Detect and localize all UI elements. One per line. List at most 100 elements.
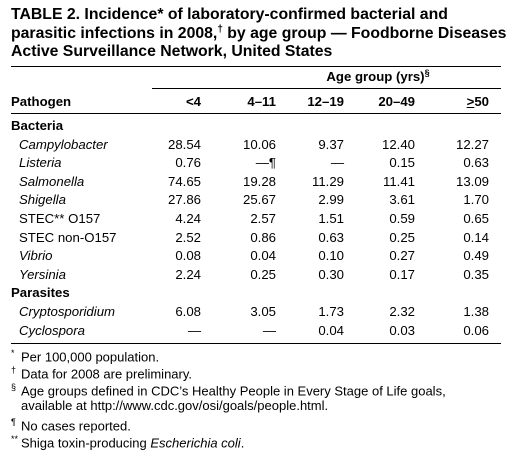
incidence-cell: 12.40 <box>381 136 415 152</box>
table-row: Campylobacter 28.54 10.06 9.37 12.40 12.27 <box>11 136 501 154</box>
footnote-text: Shiga toxin-producing <box>21 435 151 451</box>
table-title: TABLE 2. Incidence* of laboratory-confir… <box>11 6 507 62</box>
incidence-cell: 0.03 <box>389 322 415 338</box>
table-row: Shigella 27.86 25.67 2.99 3.61 1.70 <box>11 191 501 209</box>
pathogen-name: Shigella <box>19 192 66 208</box>
table-row: Cyclospora — — 0.04 0.03 0.06 <box>11 322 501 340</box>
footnote-mark: ** <box>11 434 19 444</box>
pathogen-name: Cyclospora <box>19 322 85 338</box>
footnote: ¶ No cases reported. <box>11 414 507 434</box>
pathogen-name: Vibrio <box>19 248 53 264</box>
incidence-cell: 0.06 <box>463 322 489 338</box>
column-header-pathogen: Pathogen <box>11 94 72 109</box>
title-text-2: of laboratory-confirmed bacterial and pa… <box>11 6 448 42</box>
footnote-mark: ¶ <box>11 416 16 427</box>
table-row: STEC** O157 4.24 2.57 1.51 0.59 0.65 <box>11 210 501 228</box>
incidence-cell: 0.65 <box>463 211 489 226</box>
pathogen-name: STEC** O157 <box>19 211 101 226</box>
incidence-cell: 19.28 <box>242 173 276 189</box>
incidence-cell: 4.24 <box>175 211 201 226</box>
table-row: Salmonella 74.65 19.28 11.29 11.41 13.09 <box>11 173 501 191</box>
footnote: ** Shiga toxin-producing Escherichia coli… <box>11 431 507 451</box>
incidence-cell: 0.10 <box>318 248 344 264</box>
column-header-age-4: >50 <box>466 94 489 109</box>
pathogen-name: Campylobacter <box>19 136 108 152</box>
header-rule <box>11 113 501 114</box>
incidence-cell: 27.86 <box>167 192 201 208</box>
incidence-cell: 11.41 <box>382 173 415 189</box>
incidence-cell: 2.24 <box>175 266 201 282</box>
footnote-continuation: available at http://www.cdc.gov/osi/goal… <box>11 397 507 414</box>
table-row: Cryptosporidium 6.08 3.05 1.73 2.32 1.38 <box>11 303 501 321</box>
incidence-cell: 0.04 <box>250 248 276 264</box>
section-header: Bacteria <box>11 117 501 135</box>
incidence-cell: 0.63 <box>463 155 489 171</box>
footnote-text: Age groups defined in CDC’s Healthy Peop… <box>21 383 446 399</box>
incidence-cell: 1.38 <box>463 304 489 319</box>
table-row: Listeria 0.76 —¶ — 0.15 0.63 <box>11 154 501 172</box>
footnote-mark: § <box>11 382 17 393</box>
title-text-1: TABLE 2. Incidence <box>11 6 158 23</box>
incidence-cell: 0.25 <box>389 229 415 245</box>
incidence-cell: 2.99 <box>318 192 344 208</box>
incidence-cell: 0.76 <box>175 155 201 171</box>
section-header-label: Bacteria <box>11 118 64 133</box>
footnote-italic-text: Escherichia coli <box>150 435 241 451</box>
table-row: Yersinia 2.24 0.25 0.30 0.17 0.35 <box>11 266 501 284</box>
footnote-mark: * <box>11 348 15 358</box>
incidence-cell: 0.25 <box>250 266 276 282</box>
incidence-cell: 6.08 <box>175 304 201 319</box>
incidence-cell: 1.70 <box>463 192 489 208</box>
incidence-cell: 0.14 <box>463 229 489 245</box>
footnote-text: No cases reported. <box>21 418 131 434</box>
incidence-cell: 0.04 <box>318 322 344 338</box>
age-group-header: Age group (yrs)§ <box>255 69 501 85</box>
incidence-cell: 0.35 <box>463 266 489 282</box>
column-header-age-2: 12–19 <box>307 94 344 109</box>
footnote-tail: . <box>240 435 245 451</box>
footnote-text: Per 100,000 population. <box>21 349 160 365</box>
incidence-cell: — <box>330 155 344 171</box>
incidence-cell: 0.63 <box>318 229 344 245</box>
age-group-rule <box>152 88 501 89</box>
title-footnote-mark-2: † <box>217 23 223 35</box>
incidence-cell: 2.57 <box>250 211 276 226</box>
section-header-label: Parasites <box>11 285 70 301</box>
incidence-cell: 25.67 <box>242 192 276 208</box>
incidence-cell: 0.17 <box>389 266 415 282</box>
incidence-cell: — <box>187 322 201 338</box>
footnote: * Per 100,000 population. <box>11 345 507 365</box>
incidence-cell: 11.29 <box>311 173 344 189</box>
pathogen-name: Listeria <box>19 155 62 171</box>
incidence-cell: 3.61 <box>389 192 415 208</box>
pathogen-name: Cryptosporidium <box>19 304 116 319</box>
column-header-row: Pathogen <4 4–11 12–19 20–49 >50 <box>11 93 501 111</box>
age-group-header-text: Age group (yrs) <box>326 69 425 84</box>
footnote: † Data for 2008 are preliminary. <box>11 362 507 382</box>
incidence-cell: 13.09 <box>455 173 489 189</box>
incidence-cell: 10.06 <box>242 136 276 152</box>
incidence-cell: — <box>262 322 276 338</box>
footnote: § Age groups defined in CDC’s Healthy Peo… <box>11 379 507 399</box>
incidence-cell: 0.08 <box>175 248 201 264</box>
column-header-age-1: 4–11 <box>247 94 276 109</box>
incidence-cell: 0.49 <box>463 248 489 264</box>
incidence-cell: 1.73 <box>318 304 344 319</box>
incidence-cell: 0.59 <box>389 211 415 226</box>
column-header-age-0: <4 <box>185 94 201 109</box>
incidence-cell: 3.05 <box>250 304 276 319</box>
incidence-cell: 2.52 <box>175 229 201 245</box>
section-header: Parasites <box>11 284 501 302</box>
footnote-continuation-text: available at http://www.cdc.gov/osi/goal… <box>21 397 329 413</box>
table-row: STEC non-O157 2.52 0.86 0.63 0.25 0.14 <box>11 229 501 247</box>
incidence-cell: 0.27 <box>389 248 415 264</box>
column-header-age-3: 20–49 <box>378 94 415 109</box>
bottom-rule <box>11 343 501 344</box>
incidence-cell: 0.30 <box>318 266 344 282</box>
footnote-mark: † <box>11 365 17 376</box>
pathogen-name: Salmonella <box>19 173 85 189</box>
pathogen-name: STEC non-O157 <box>19 229 117 245</box>
footnote-text: Data for 2008 are preliminary. <box>21 366 193 382</box>
incidence-cell: 0.15 <box>389 155 415 171</box>
